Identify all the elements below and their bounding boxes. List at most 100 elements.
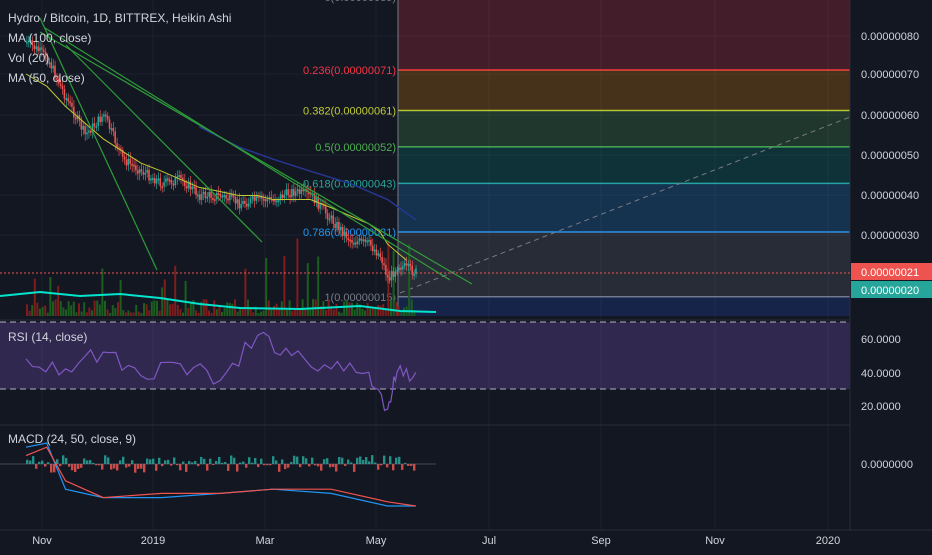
macd-histogram-bar [212,464,215,466]
candle-body [41,47,43,50]
candle-body [227,198,229,201]
candle-body [210,191,212,199]
volume-bar [299,307,301,316]
candle-body [413,273,415,276]
legend-ma50[interactable]: MA (50, close) [8,71,85,85]
volume-ma-badge [851,281,932,298]
trendlines[interactable] [39,17,473,285]
candle-body [223,195,225,198]
candle-body [360,238,363,241]
macd-histogram-bar [305,458,308,464]
macd-histogram-bar [353,464,356,472]
volume-bar [202,299,205,316]
fib-level-label: 0.786(0.00000031) [303,227,396,239]
candle-body [302,189,304,192]
price-axis[interactable]: 0.00000080 0.00000070 0.00000060 0.00000050… [861,31,919,242]
macd-histogram-bar [281,459,284,464]
macd-histogram-bar [356,457,359,464]
volume-bar [270,307,273,316]
candle-body [214,199,216,202]
volume-bar [262,310,265,316]
macd-histogram-bar [383,455,386,464]
macd-histogram-bar [266,464,269,466]
fib-zone [398,231,850,297]
trendline[interactable] [39,31,473,285]
fib-retracement[interactable]: 0(0.00000089) 0.236(0.00000071) 0.382(0.00… [303,0,851,316]
candle-body [385,264,387,275]
candle-body [234,196,237,204]
volume-bar [252,312,255,316]
volume-bar [319,306,322,316]
macd-histogram-bar [230,455,233,464]
candle-body [383,263,385,266]
candle-body [390,271,393,281]
macd-histogram-bar [218,456,221,464]
rsi-axis[interactable]: 60.0000 40.0000 20.0000 [861,334,901,413]
candle-body [133,164,135,167]
legend-vol[interactable]: Vol (20) [8,51,50,65]
legend-ma100[interactable]: MA (100, close) [8,31,92,45]
legend-title[interactable]: Hydro / Bitcoin, 1D, BITTREX, Heikin Ash… [8,11,232,25]
candle-body [84,125,86,134]
fib-zone [398,183,850,232]
candle-body [140,169,143,172]
candle-body [167,178,169,181]
trendline[interactable] [44,27,451,281]
volume-bar [228,302,231,316]
candle-body [116,143,118,148]
candle-body [375,249,378,256]
candle-body [69,101,71,104]
macd-histogram-bar [113,464,116,469]
candle-body [261,195,263,199]
volume-bar [366,302,369,316]
macd-histogram [0,455,436,473]
volume-ma-line [0,290,437,313]
candle-body [155,178,158,184]
volume-bar [57,285,60,316]
volume-bar [39,308,41,316]
macd-histogram-bar [404,462,407,464]
macd-histogram-bar [278,464,281,472]
candle-body [26,41,28,44]
time-axis[interactable]: Nov 2019 Mar May Jul Sep Nov 2020 [32,535,840,547]
trendline[interactable] [65,44,263,243]
volume-bar [275,303,278,316]
fib-zone-bottom [398,296,850,316]
candle-body [292,188,295,196]
candle-body [104,114,107,117]
time-tick-label: Jul [482,535,496,547]
rsi-label: RSI (14, close) [8,330,87,344]
volume-bar [283,255,286,316]
candle-body [99,116,101,122]
volume-bar [273,306,275,316]
volume-bar [377,305,379,316]
macd-histogram-bar [206,464,209,471]
volume-bar [236,311,239,316]
candle-body [129,158,131,164]
volume-bar [46,312,49,316]
macd-histogram-bar [320,464,323,471]
rsi-band [0,322,850,389]
grid-lines [0,0,850,530]
candle-body [264,199,267,202]
macd-histogram-bar [119,460,122,464]
macd-histogram-bar [173,457,176,464]
volume-bar [317,256,320,316]
candle-body [379,253,382,257]
macd-histogram-bar [194,460,197,464]
volume-bar [70,305,73,316]
macd-axis[interactable]: 0.0000000 [861,459,913,471]
trendline[interactable] [39,17,158,271]
volume-bar [153,300,156,316]
macd-histogram-bar [314,464,317,466]
volume-bar [390,299,392,316]
macd-histogram-bar [392,464,395,471]
candle-body [80,120,83,130]
volume-bar [41,306,44,316]
macd-histogram-bar [251,462,254,464]
volume-bar [156,300,158,316]
candle-body [270,197,272,200]
volume-bar [174,265,177,316]
